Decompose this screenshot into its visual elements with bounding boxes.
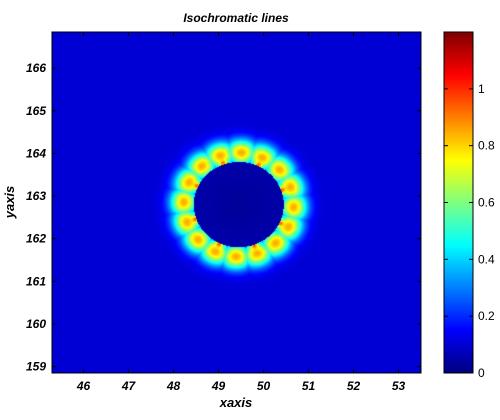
colorbar-tick-label: 0.8	[478, 139, 495, 153]
y-tick-label: 166	[26, 61, 46, 75]
x-axis-label: xaxis	[219, 395, 253, 410]
y-tick-label: 159	[26, 360, 46, 374]
x-tick-label: 52	[347, 379, 361, 393]
y-axis: 159 160 161 162 163 164 165 166	[26, 61, 421, 374]
colorbar-tick-label: 1	[478, 82, 485, 96]
y-tick-label: 163	[26, 189, 46, 203]
y-axis-label: yaxis	[2, 186, 17, 220]
colorbar-tick-label: 0.4	[478, 252, 495, 266]
plot-frame	[51, 31, 422, 374]
x-tick-label: 48	[166, 379, 181, 393]
heatmap-surface	[52, 32, 421, 373]
x-tick-label: 49	[211, 379, 226, 393]
colorbar-gradient	[444, 32, 473, 373]
x-tick-label: 53	[392, 379, 406, 393]
x-tick-label: 47	[121, 379, 137, 393]
y-tick-label: 164	[26, 146, 46, 160]
x-tick-label: 51	[302, 379, 316, 393]
colorbar-ticks: 0 0.2 0.4 0.6 0.8 1	[444, 82, 495, 380]
y-tick-label: 160	[26, 317, 46, 331]
colorbar-tick-label: 0.6	[478, 196, 495, 210]
y-tick-label: 162	[26, 232, 46, 246]
plot-area	[51, 31, 422, 374]
colorbar-tick-label: 0.2	[478, 309, 495, 323]
x-axis: 46 47 48 49 50 51 52 53	[76, 32, 406, 393]
y-tick-label: 165	[26, 104, 46, 118]
colorbar: 0 0.2 0.4 0.6 0.8 1	[443, 31, 495, 380]
x-tick-label: 50	[257, 379, 271, 393]
chart-title: Isochromatic lines	[183, 11, 289, 25]
colorbar-tick-label: 0	[478, 366, 485, 380]
y-tick-label: 161	[26, 274, 46, 288]
x-tick-label: 46	[76, 379, 91, 393]
